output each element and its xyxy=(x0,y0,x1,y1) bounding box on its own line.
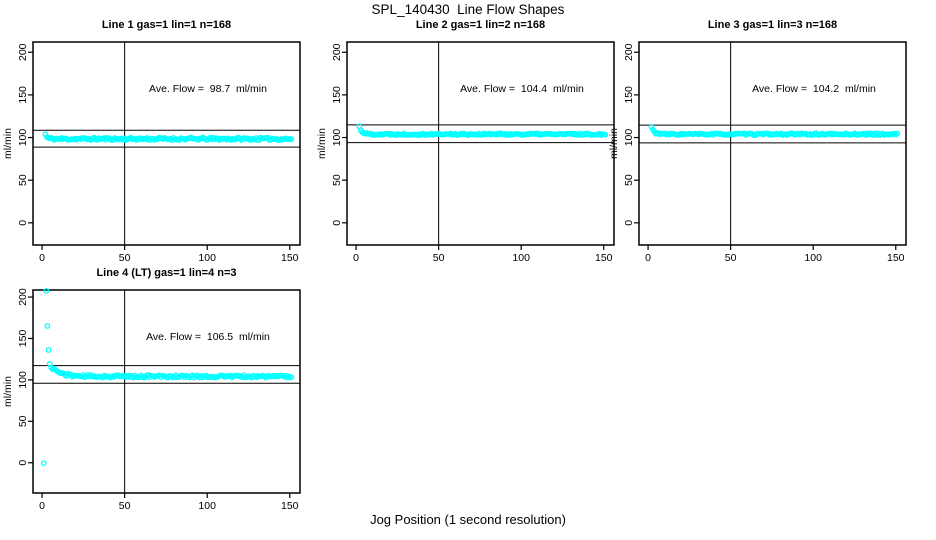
y-tick-label: 100 xyxy=(17,129,29,147)
x-axis-label: Jog Position (1 second resolution) xyxy=(370,512,566,527)
x-tick-label: 50 xyxy=(119,500,131,512)
y-tick-label: 200 xyxy=(623,43,635,61)
plot-frame xyxy=(638,41,907,246)
y-tick-label: 200 xyxy=(331,43,343,61)
y-axis-label: ml/min xyxy=(2,128,14,159)
y-tick-label: 100 xyxy=(623,129,635,147)
panel-title: Line 3 gas=1 lin=3 n=168 xyxy=(707,19,838,31)
x-tick-label: 0 xyxy=(39,252,45,264)
panel-line-4: 0 50 100 150 200 ml/min 0 50 100 150 Line 4 (LT) … xyxy=(0,264,313,526)
panel-title: Line 1 gas=1 lin=1 n=168 xyxy=(101,19,232,31)
x-tick-label: 0 xyxy=(39,500,45,512)
y-tick-label: 150 xyxy=(623,86,635,104)
y-tick-label: 0 xyxy=(17,460,29,466)
y-tick-label: 50 xyxy=(17,415,29,427)
y-tick-label: 0 xyxy=(331,220,343,226)
ave-flow-annotation: Ave. Flow = 106.5 ml/min xyxy=(146,331,270,343)
y-tick-label: 100 xyxy=(17,371,29,389)
ave-flow-annotation: Ave. Flow = 104.4 ml/min xyxy=(460,83,584,95)
panel-line-3: 0 50 100 150 200 ml/min 0 50 100 150 Line 3 gas=1… xyxy=(606,16,919,278)
data-point xyxy=(288,136,295,143)
plot-area-line-1: 0 50 100 150 200 ml/min 0 50 100 150 xyxy=(2,41,301,264)
y-tick-label: 0 xyxy=(623,220,635,226)
data-point xyxy=(45,347,52,353)
x-tick-label: 50 xyxy=(433,252,445,264)
plot-area-line-4: 0 50 100 150 200 ml/min 0 50 100 150 xyxy=(2,287,301,512)
y-tick-label: 200 xyxy=(17,43,29,61)
x-tick-label: 150 xyxy=(281,252,299,264)
data-point xyxy=(44,323,51,329)
plot-frame xyxy=(346,41,615,246)
y-tick-label: 100 xyxy=(331,129,343,147)
x-tick-label: 100 xyxy=(198,500,216,512)
x-tick-label: 100 xyxy=(512,252,530,264)
panel-line-1: 0 50 100 150 200 ml/min 0 50 100 150 Line 1 gas=1… xyxy=(0,16,313,278)
plot-frame xyxy=(32,289,301,494)
x-tick-label: 150 xyxy=(595,252,613,264)
x-tick-label: 150 xyxy=(281,500,299,512)
data-point xyxy=(894,130,901,137)
y-axis-label: ml/min xyxy=(608,128,620,159)
ave-flow-annotation: Ave. Flow = 104.2 ml/min xyxy=(752,83,876,95)
plot-area-line-3: 0 50 100 150 200 ml/min 0 50 100 150 xyxy=(608,41,907,264)
y-tick-label: 50 xyxy=(17,174,29,186)
x-tick-label: 0 xyxy=(645,252,651,264)
x-tick-label: 100 xyxy=(198,252,216,264)
x-tick-label: 100 xyxy=(804,252,822,264)
x-tick-label: 0 xyxy=(353,252,359,264)
panel-title: Line 2 gas=1 lin=2 n=168 xyxy=(415,19,546,31)
figure-title: SPL_140430 Line Flow Shapes xyxy=(371,2,565,17)
panel-line-2: 0 50 100 150 200 ml/min 0 50 100 150 Line 2 gas=1… xyxy=(314,16,627,278)
data-point xyxy=(43,287,50,294)
plot-area-line-2: 0 50 100 150 200 ml/min 0 50 100 150 xyxy=(316,41,615,264)
ave-flow-annotation: Ave. Flow = 98.7 ml/min xyxy=(149,83,267,95)
x-tick-label: 50 xyxy=(725,252,737,264)
y-tick-label: 150 xyxy=(331,86,343,104)
y-tick-label: 150 xyxy=(17,86,29,104)
y-tick-label: 50 xyxy=(623,174,635,186)
data-point xyxy=(40,460,47,467)
x-tick-label: 50 xyxy=(119,252,131,264)
data-point xyxy=(602,131,609,138)
y-tick-label: 200 xyxy=(17,288,29,306)
y-axis-label: ml/min xyxy=(316,128,328,159)
y-axis-label: ml/min xyxy=(2,376,14,407)
y-tick-label: 50 xyxy=(331,174,343,186)
y-tick-label: 150 xyxy=(17,330,29,348)
y-tick-label: 0 xyxy=(17,220,29,226)
x-tick-label: 150 xyxy=(887,252,905,264)
panel-title: Line 4 (LT) gas=1 lin=4 n=3 xyxy=(96,267,237,279)
plot-frame xyxy=(32,41,301,246)
data-point xyxy=(288,374,295,381)
